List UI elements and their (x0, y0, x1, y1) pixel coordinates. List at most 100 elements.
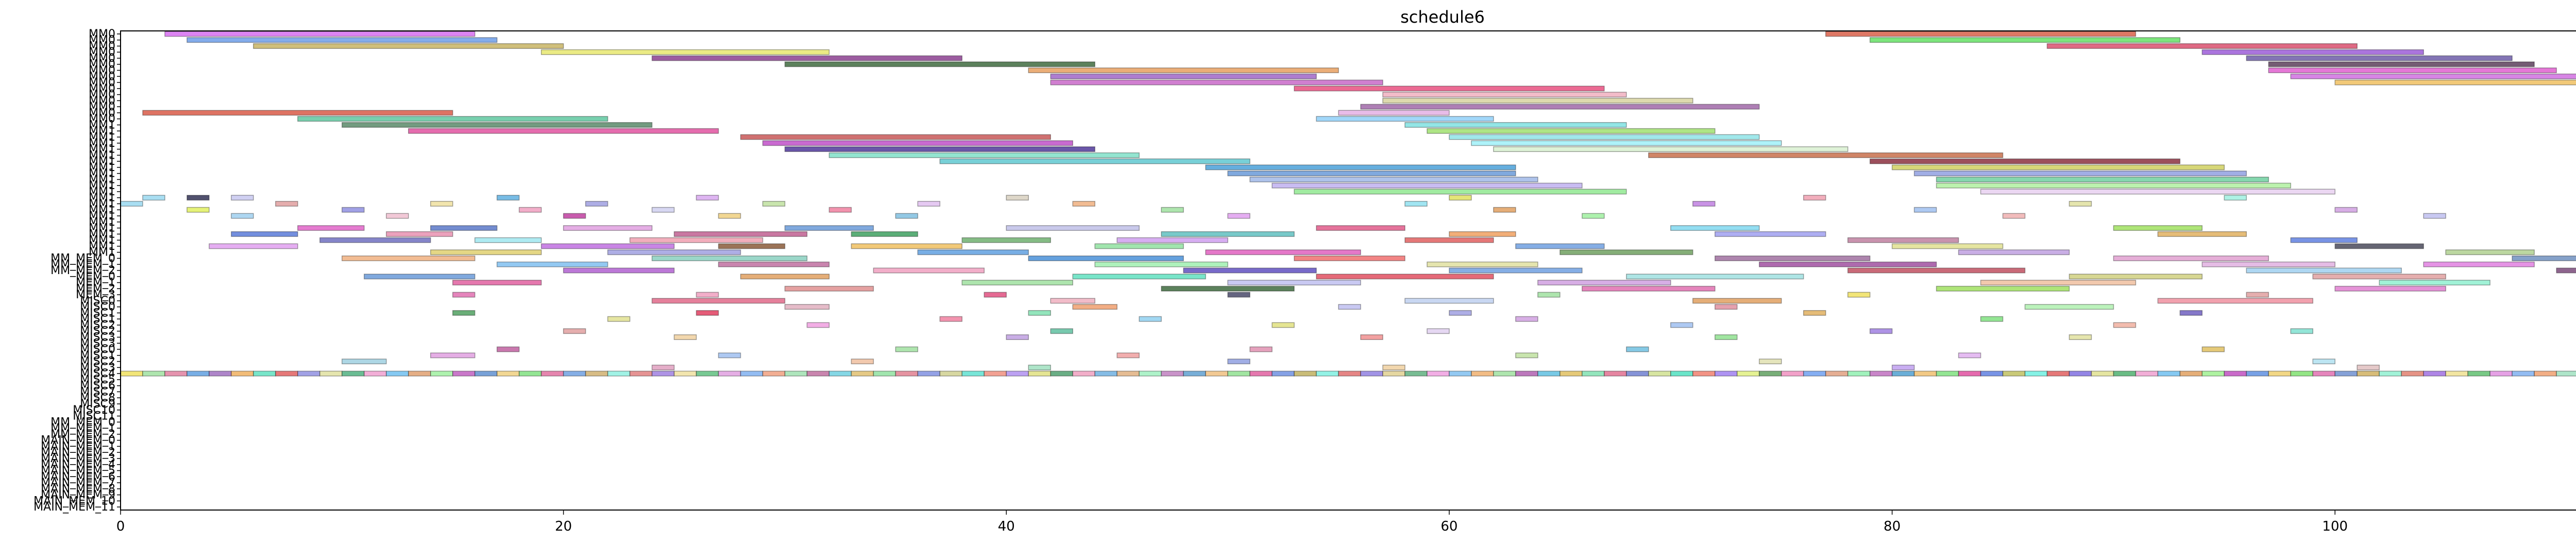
task-bar (253, 43, 564, 49)
task-bar (1891, 364, 1915, 370)
task-bar (231, 195, 254, 201)
task-bar (1936, 285, 2070, 292)
y-tick-label: MAIN_MEM_11 (33, 501, 115, 514)
task-bar (2556, 370, 2576, 377)
y-tick-label: MAIN_MEM_3 (41, 452, 115, 465)
y-tick-label: MISC0 (80, 343, 115, 356)
y-tick-label: MM1 (89, 143, 115, 156)
task-bar (1980, 189, 2335, 195)
task-bar (2179, 370, 2203, 377)
task-bar (2357, 370, 2380, 377)
task-bar (1249, 370, 1273, 377)
task-bar (297, 116, 608, 122)
y-tick-label: MEM_0 (76, 270, 115, 283)
y-tick-label: MM_MEM_1 (50, 258, 115, 271)
task-bar (806, 322, 830, 328)
task-bar (408, 370, 431, 377)
task-bar (1272, 322, 1295, 328)
task-bar (187, 37, 498, 43)
x-tick-label: 80 (1884, 519, 1901, 534)
task-bar (2268, 370, 2292, 377)
task-bar (342, 370, 365, 377)
y-tick-label: MM1 (89, 167, 115, 180)
chart-title: schedule6 (1400, 7, 1485, 27)
task-bar (1161, 370, 1184, 377)
y-tick-label: MM0 (89, 64, 115, 77)
task-bar (2135, 370, 2159, 377)
task-bar (1161, 285, 1295, 292)
task-bar (142, 110, 453, 116)
task-bar (2334, 79, 2576, 86)
task-bar (430, 225, 498, 231)
task-bar (2268, 67, 2557, 73)
task-bar (2334, 207, 2358, 213)
task-bar (142, 370, 165, 377)
task-bar (2224, 195, 2247, 201)
task-bar (430, 249, 542, 256)
task-bar (2312, 274, 2446, 280)
y-tick-label: MM0 (89, 28, 115, 41)
task-bar (1891, 370, 1915, 377)
task-bar (2201, 346, 2225, 352)
task-bar (784, 61, 1095, 67)
task-bar (1249, 176, 1538, 182)
y-tick-label: MAIN_MEM_5 (41, 464, 115, 477)
task-bar (828, 152, 1140, 158)
task-bar (1161, 231, 1295, 237)
task-bar (1449, 267, 1583, 274)
task-bar (2201, 49, 2424, 55)
task-bar (1936, 176, 2269, 182)
task-bar (2091, 370, 2114, 377)
x-tick-label: 40 (998, 519, 1015, 534)
task-bar (1404, 237, 1494, 243)
task-bar (1227, 213, 1250, 219)
task-bar (1205, 249, 1361, 256)
y-tick-label: MM0 (89, 46, 115, 59)
task-bar (762, 370, 786, 377)
task-bar (718, 370, 741, 377)
task-bar (696, 310, 719, 316)
task-bar (2512, 370, 2535, 377)
task-bar (2024, 370, 2048, 377)
task-bar (984, 292, 1007, 298)
y-tick-label: MM1 (89, 131, 115, 144)
task-bar (984, 370, 1007, 377)
task-bar (540, 243, 675, 249)
task-bar (1404, 201, 1428, 207)
task-bar (518, 207, 542, 213)
task-bar (1692, 370, 1716, 377)
task-bar (209, 243, 298, 249)
task-bar (651, 255, 808, 261)
task-bar (1980, 280, 2137, 286)
task-bar (740, 274, 830, 280)
task-bar (1183, 267, 1317, 274)
task-bar (851, 359, 874, 365)
task-bar (1714, 370, 1738, 377)
task-bar (1227, 280, 1361, 286)
y-tick-label: MAIN_MEM_2 (41, 446, 115, 459)
task-bar (2312, 370, 2335, 377)
task-bar (2157, 231, 2247, 237)
task-bar (1493, 370, 1516, 377)
y-tick-label: MM1 (89, 173, 115, 186)
task-bar (342, 122, 653, 128)
y-axis: MM0MM0MM0MM0MM0MM0MM0MM0MM0MM0MM0MM0MM0M… (33, 28, 121, 514)
task-bar (342, 207, 365, 213)
task-bar (1847, 370, 1871, 377)
task-bar (2423, 213, 2446, 219)
task-bar (1670, 322, 1693, 328)
y-tick-label: MISC3 (80, 331, 115, 344)
bars-layer (120, 31, 2576, 377)
task-bar (2489, 370, 2513, 377)
task-bar (231, 213, 254, 219)
y-tick-label: MAIN_MEM_6 (41, 470, 115, 483)
task-bar (496, 346, 520, 352)
task-bar (2290, 237, 2358, 243)
task-bar (1913, 171, 2247, 177)
y-tick-label: MISC7 (80, 385, 115, 398)
task-bar (607, 249, 741, 256)
task-bar (1360, 104, 1760, 110)
task-bar (2290, 370, 2314, 377)
task-bar (540, 370, 564, 377)
task-bar (1006, 370, 1029, 377)
